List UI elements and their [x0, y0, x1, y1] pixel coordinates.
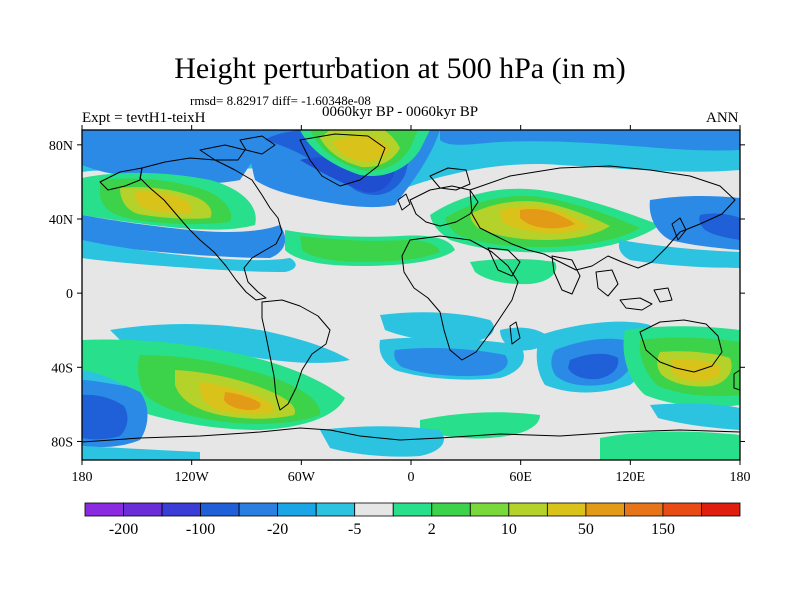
longitude-labels: 180 120W 60W 0 60E 120E 180	[72, 470, 751, 485]
colorbar-box	[354, 502, 394, 517]
coastline	[409, 185, 479, 227]
colorbar-label: 150	[651, 521, 675, 538]
colorbar-box	[392, 502, 433, 517]
colorbar-label: 50	[578, 521, 594, 538]
field-region	[600, 431, 740, 460]
field-region	[470, 259, 557, 285]
longitude-label: 180	[72, 470, 93, 485]
plot-title: Height perturbation at 500 hPa (in m)	[174, 52, 626, 85]
field-region	[618, 240, 740, 268]
coastline	[653, 287, 673, 303]
coastlines	[82, 133, 740, 460]
field-region	[300, 236, 440, 262]
colorbar-box	[585, 502, 625, 517]
latitude-label: 40S	[51, 361, 73, 376]
field-region	[224, 392, 261, 410]
colorbar-box	[469, 502, 510, 517]
coastline	[619, 297, 653, 311]
field-region	[394, 347, 508, 377]
coastline	[429, 167, 471, 191]
colorbar-box	[508, 502, 548, 517]
colorbar-box	[84, 502, 124, 517]
colorbar-box	[315, 502, 356, 517]
longitude-label: 180	[730, 470, 751, 485]
colorbar-box	[431, 502, 471, 517]
experiment-label: Expt = tevtH1-teixH	[82, 110, 206, 126]
coastline	[401, 235, 519, 361]
colorbar-box	[701, 502, 741, 517]
field-region	[440, 130, 740, 151]
colorbar-box	[624, 502, 664, 517]
field-region	[420, 412, 540, 439]
field-region	[649, 195, 740, 250]
coastline	[199, 144, 246, 161]
longitude-label: 120E	[616, 470, 646, 485]
coastline	[239, 135, 276, 155]
axis-ticks	[77, 125, 745, 465]
field-region	[520, 208, 575, 229]
field-region	[134, 191, 192, 214]
field-region	[110, 324, 350, 363]
longitude-label: 60W	[288, 470, 316, 485]
field-region	[82, 446, 200, 460]
colorbar-box	[161, 502, 201, 517]
colorbar-box	[200, 502, 240, 517]
coastline	[733, 369, 740, 391]
colorbar-box	[123, 502, 163, 517]
coastline	[397, 193, 411, 211]
colorbar-label: 10	[501, 521, 517, 538]
coastline	[299, 133, 386, 187]
coastline	[82, 427, 740, 460]
coastline	[551, 255, 581, 295]
latitude-label: 0	[66, 287, 73, 302]
colorbar-label: 2	[428, 521, 436, 538]
latitude-labels: 80N 40N 0 40S 80S	[49, 139, 73, 451]
longitude-label: 60E	[509, 470, 532, 485]
rmsd-diff-stats: rmsd= 8.82917 diff= -1.60348e-08	[190, 93, 371, 108]
coastline	[487, 247, 521, 277]
coastline	[509, 321, 521, 345]
field-region	[380, 312, 494, 343]
coastline	[261, 299, 331, 411]
colorbar-box	[238, 502, 279, 517]
height-perturbation-field	[82, 130, 740, 460]
latitude-label: 40N	[49, 213, 73, 228]
coastline	[99, 167, 143, 191]
field-region	[82, 215, 286, 258]
coastline	[639, 319, 723, 373]
field-region	[672, 359, 721, 382]
colorbar-labels: -200 -100 -20 -5 2 10 50 150	[109, 521, 675, 538]
colorbar-label: -20	[267, 521, 288, 538]
field-region	[650, 403, 740, 430]
colorbar-box	[546, 502, 587, 517]
field-region	[82, 394, 128, 440]
colorbar-box	[277, 502, 317, 517]
longitude-label: 120W	[175, 470, 210, 485]
field-region	[82, 240, 296, 272]
coastline	[139, 157, 283, 301]
colorbar	[84, 502, 741, 517]
latitude-label: 80N	[49, 139, 73, 154]
longitude-label: 0	[408, 470, 415, 485]
field-region	[82, 370, 125, 386]
coastline	[671, 217, 687, 241]
latitude-label: 80S	[51, 435, 73, 450]
time-period-label: 0060kyr BP - 0060kyr BP	[322, 104, 479, 120]
colorbar-label: -200	[109, 521, 138, 538]
colorbar-label: -5	[348, 521, 361, 538]
field-region	[568, 353, 619, 380]
coastline	[469, 165, 736, 271]
colorbar-label: -100	[186, 521, 215, 538]
coastline	[595, 269, 619, 297]
season-label: ANN	[706, 110, 739, 126]
colorbar-box	[662, 502, 702, 517]
field-region	[332, 135, 390, 162]
